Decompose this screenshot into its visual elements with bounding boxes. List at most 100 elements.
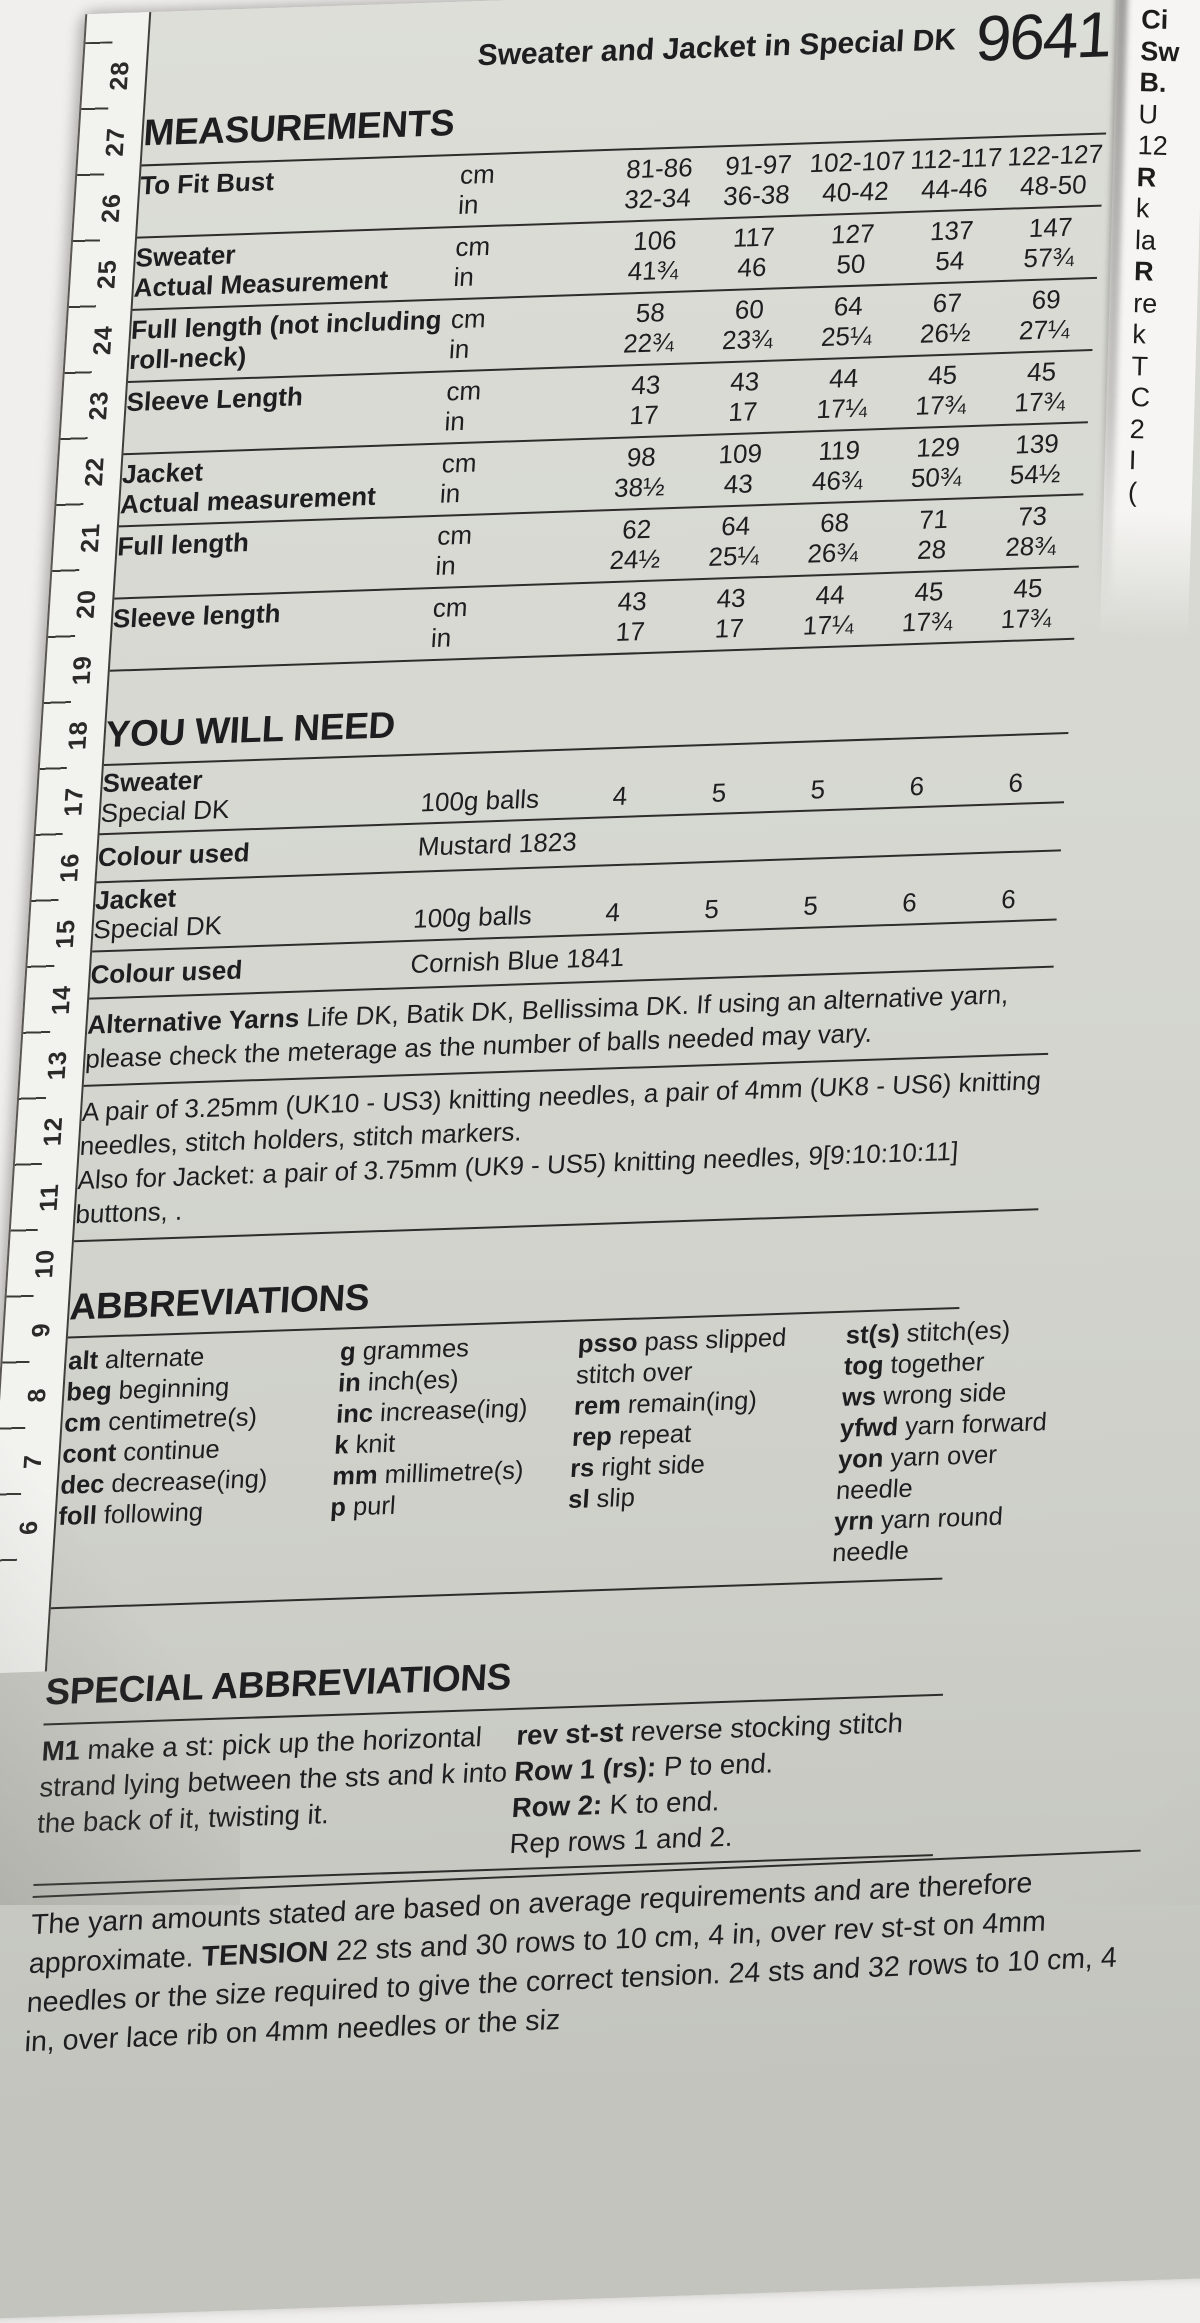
size-value: 64 25¼ — [707, 510, 761, 572]
row-label: Full length — [116, 527, 250, 562]
photo-backdrop: 28 27 26 25 24 23 22 21 20 19 18 17 16 1… — [0, 0, 1200, 1905]
size-value: 45 17¾ — [901, 576, 954, 638]
ball-count: 6 — [1007, 767, 1025, 798]
ruler-number: 17 — [59, 786, 90, 818]
abbreviations-column: psso pass slipped stitch over rem remain… — [563, 1321, 846, 1579]
size-value: 64 25¼ — [820, 290, 873, 352]
size-value: 43 17 — [615, 585, 648, 647]
ruler-number: 25 — [92, 258, 123, 290]
ruler-number: 15 — [50, 918, 81, 950]
size-value: 122-127 48-50 — [1006, 138, 1104, 201]
m1-definition: M1 make a st: pick up the horizontal str… — [36, 1720, 509, 1839]
rev-st-st-definition: rev st-st reverse stocking stitch Row 1 … — [508, 1707, 905, 1860]
text-fragment: la — [1134, 224, 1157, 256]
abbreviation-entry: yrn yarn round needle — [831, 1502, 1004, 1568]
text-fragment: k — [1132, 319, 1147, 350]
text-fragment: R — [1133, 256, 1155, 287]
size-value: 73 28¾ — [1004, 500, 1057, 562]
size-value: 112-117 44-46 — [909, 141, 1004, 205]
size-value: 43 17 — [727, 366, 761, 427]
size-value: 45 17¾ — [1013, 356, 1067, 418]
special-abbreviations-list: M1 make a st: pick up the horizontal str… — [33, 1693, 944, 1886]
ruler-number: 11 — [34, 1182, 65, 1213]
text-fragment: T — [1131, 350, 1149, 382]
ruler-number: 23 — [84, 390, 114, 422]
ruler-number: 8 — [22, 1387, 52, 1404]
ruler-number: 14 — [46, 984, 77, 1016]
abbreviation-entry: p purl — [329, 1491, 397, 1522]
size-value: 67 26½ — [919, 287, 972, 349]
text-fragment: R — [1136, 161, 1157, 193]
ruler-number: 21 — [75, 522, 106, 554]
ruler-number: 6 — [14, 1519, 43, 1536]
text-fragment: k — [1135, 193, 1150, 224]
ruler-number: 13 — [42, 1050, 73, 1081]
text-fragment: Ci — [1140, 4, 1169, 35]
row-units: cm in — [434, 519, 474, 581]
size-value: 119 46¾ — [811, 434, 864, 496]
text-fragment: Sw — [1139, 35, 1180, 67]
text-fragment: I — [1128, 445, 1137, 476]
text-fragment: C — [1130, 382, 1151, 413]
row-label: Sleeve length — [112, 598, 282, 634]
abbreviations-column: g grammes in inch(es) inc increase(ing) … — [325, 1330, 579, 1587]
size-value: 139 54½ — [1009, 428, 1062, 490]
page-content: Sweater and Jacket in Special DK 9641 ME… — [22, 0, 1141, 2063]
ruler-number: 26 — [96, 192, 127, 224]
ball-count: 6 — [908, 770, 926, 801]
yarn-unit: 100g balls — [412, 899, 533, 934]
ruler-number: 28 — [104, 60, 135, 92]
size-value: 71 28 — [916, 503, 950, 565]
row-label: Sleeve Length — [125, 381, 304, 418]
size-value: 68 26¾ — [806, 507, 860, 569]
abbreviation-entry: yon yarn over needle — [835, 1440, 998, 1506]
adjacent-page-edge: Ci Sw B. U 12 R k la R re k T C 2 I ( — [1099, 0, 1200, 652]
ruler-number: 7 — [18, 1453, 48, 1470]
text-fragment: 2 — [1129, 413, 1146, 444]
row-units: cm in — [443, 375, 483, 437]
size-value: 58 22¾ — [622, 297, 675, 359]
ball-count: 5 — [710, 776, 728, 808]
size-value: 106 41¾ — [626, 224, 680, 286]
row-label: Jacket Actual measurement — [119, 456, 377, 519]
ruler-number: 27 — [100, 126, 131, 158]
abbreviations-column: st(s) stitch(es) tog together ws wrong s… — [831, 1313, 1087, 1570]
size-value: 62 24½ — [608, 513, 662, 575]
size-value: 45 17¾ — [999, 572, 1053, 634]
row-label: Full length (not including roll-neck) — [128, 304, 443, 375]
size-value: 117 46 — [732, 221, 776, 283]
pattern-title: Sweater and Jacket in Special DK — [476, 23, 958, 73]
tension-note: The yarn amounts stated are based on ave… — [23, 1849, 1141, 2063]
needles-note: A pair of 3.25mm (UK10 - US3) knitting n… — [73, 1054, 1049, 1243]
row-label: Sweater Actual Measurement — [132, 239, 390, 303]
size-value: 147 57¾ — [1022, 211, 1076, 273]
ball-count: 5 — [809, 773, 827, 805]
size-value: 102-107 40-42 — [808, 145, 907, 208]
text-fragment: ( — [1127, 476, 1138, 507]
row-label: To Fit Bust — [139, 166, 276, 201]
ball-count: 4 — [604, 896, 621, 928]
yarn-unit: 100g balls — [419, 783, 541, 818]
size-value: 44 17¼ — [815, 362, 869, 424]
ruler-number: 22 — [79, 456, 110, 488]
text-fragment: re — [1132, 287, 1158, 319]
ball-count: 5 — [802, 890, 819, 921]
size-value: 137 54 — [929, 214, 975, 276]
ball-count: 6 — [901, 887, 918, 918]
you-will-need-table: Sweater Special DK 100g balls 4 5 5 6 6 … — [73, 732, 1069, 1243]
ruler-number: 18 — [63, 720, 94, 752]
abbreviations-column: alt alternate beg beginning cm centimetr… — [54, 1337, 341, 1595]
colour-label: Colour used — [89, 953, 244, 990]
size-value: 109 43 — [717, 437, 763, 499]
abbreviations-list: alt alternate beg beginning cm centimetr… — [50, 1306, 1048, 1610]
size-value: 129 50¾ — [910, 431, 963, 493]
abbreviation-entry: psso pass slipped stitch over — [575, 1323, 788, 1390]
ball-count: 5 — [703, 893, 720, 925]
ruler-number: 10 — [30, 1248, 61, 1279]
pattern-number: 9641 — [973, 0, 1113, 76]
row-units: cm in — [448, 303, 487, 364]
size-value: 60 23¾ — [721, 293, 774, 355]
text-fragment: U — [1138, 98, 1159, 130]
ruler-number: 9 — [26, 1321, 56, 1338]
